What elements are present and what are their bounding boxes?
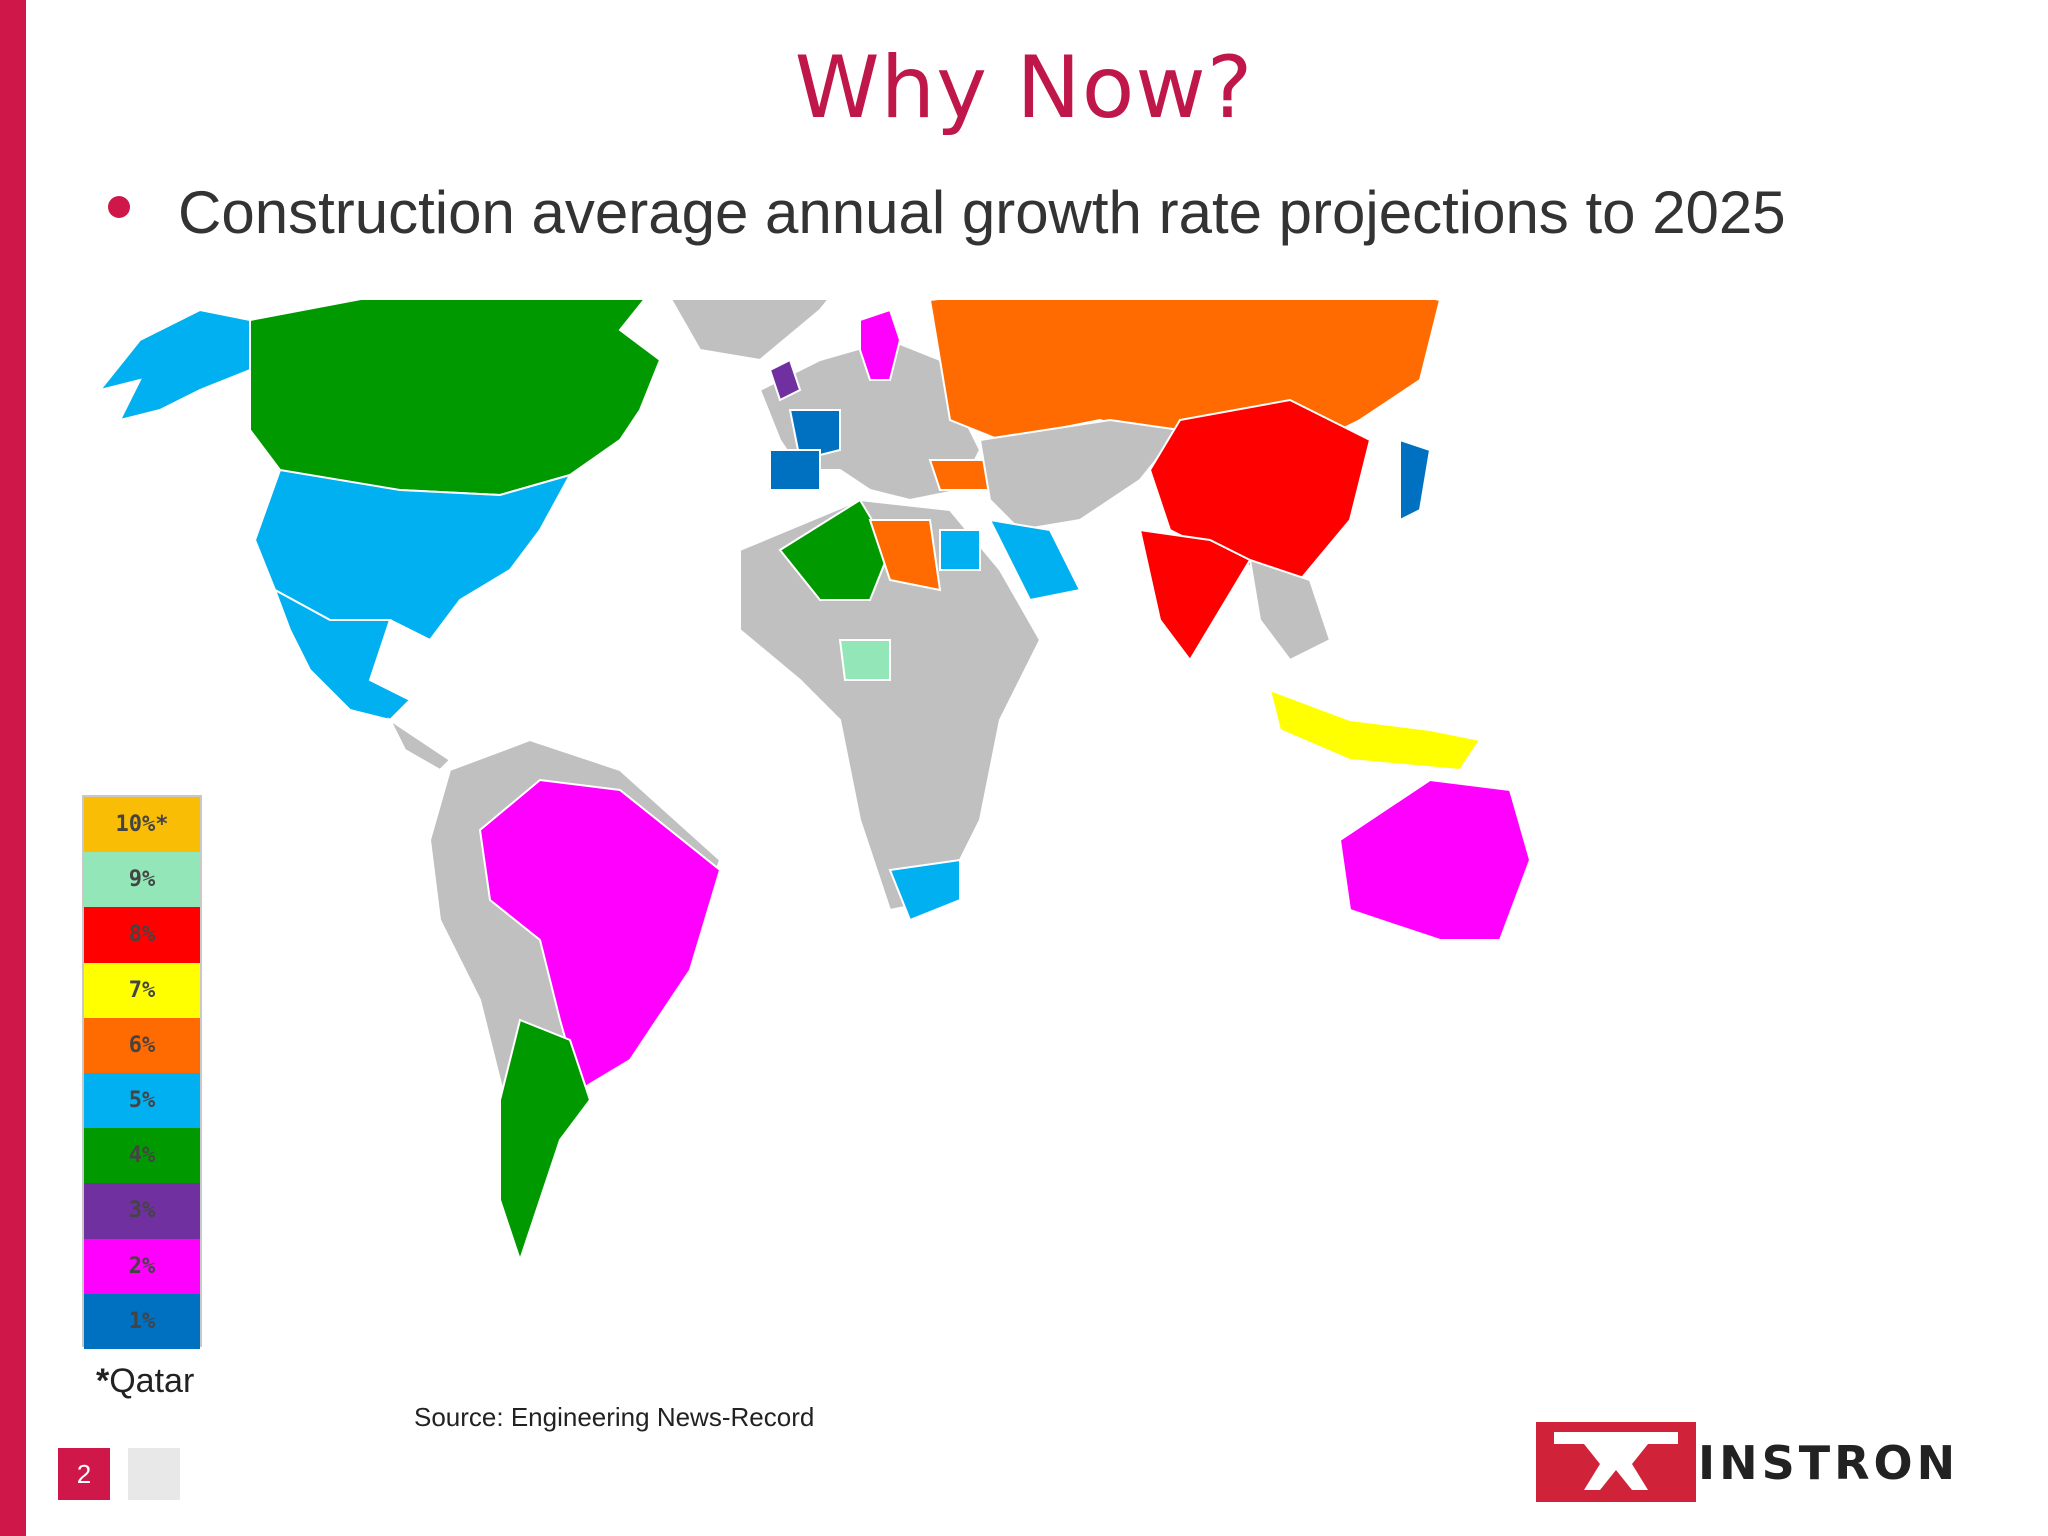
slide-title: Why Now? bbox=[794, 38, 1254, 138]
legend-item-7: 3% bbox=[84, 1183, 200, 1239]
region-india bbox=[1138, 528, 1252, 662]
page-indicator-box bbox=[128, 1448, 180, 1500]
page-number: 2 bbox=[58, 1448, 110, 1500]
legend-item-9: 1% bbox=[84, 1293, 200, 1349]
map-legend: 10%* 9% 8% 7% 6% 5% 4% 3% 2% 1% bbox=[82, 795, 202, 1349]
legend-item-6: 4% bbox=[84, 1128, 200, 1184]
world-map bbox=[100, 300, 1532, 1264]
source-note: Source: Engineering News-Record bbox=[414, 1402, 815, 1432]
legend-item-0: 10%* bbox=[84, 797, 200, 853]
legend-item-4: 6% bbox=[84, 1017, 200, 1073]
region-indonesia bbox=[1268, 688, 1482, 772]
region-libya bbox=[868, 519, 942, 592]
legend-footnote: *Qatar bbox=[96, 1362, 195, 1400]
region-alaska bbox=[100, 308, 251, 422]
bullet-dot bbox=[108, 196, 130, 218]
region-uk bbox=[768, 358, 802, 402]
instron-logo: INSTRON bbox=[1536, 1418, 1980, 1504]
region-algeria bbox=[778, 498, 892, 601]
left-accent-bar bbox=[0, 0, 26, 1536]
instron-logo-mark-icon bbox=[1536, 1422, 1696, 1502]
region-argentina bbox=[499, 1018, 592, 1264]
region-france bbox=[788, 409, 841, 462]
logo-text: INSTRON bbox=[1698, 1436, 1960, 1490]
region-saudi bbox=[988, 518, 1082, 602]
legend-item-2: 8% bbox=[84, 907, 200, 963]
region-greenland bbox=[670, 300, 830, 362]
region-central-america bbox=[387, 717, 452, 772]
bullet-text: Construction average annual growth rate … bbox=[178, 179, 1786, 246]
region-mexico bbox=[273, 587, 412, 722]
region-central-asia bbox=[978, 418, 1182, 532]
region-se-asia bbox=[1248, 558, 1332, 662]
region-canada bbox=[249, 300, 662, 497]
region-south-africa bbox=[888, 858, 961, 922]
region-spain bbox=[769, 449, 821, 491]
region-japan bbox=[1399, 438, 1432, 522]
legend-item-1: 9% bbox=[84, 852, 200, 908]
landmasses bbox=[100, 300, 1532, 1264]
legend-item-5: 5% bbox=[84, 1072, 200, 1129]
region-australia bbox=[1338, 778, 1532, 941]
region-nigeria bbox=[838, 639, 891, 681]
region-sweden bbox=[859, 308, 902, 381]
region-egypt bbox=[939, 529, 981, 571]
legend-item-3: 7% bbox=[84, 962, 200, 1018]
region-brazil bbox=[478, 778, 722, 1092]
legend-item-8: 2% bbox=[84, 1238, 200, 1294]
